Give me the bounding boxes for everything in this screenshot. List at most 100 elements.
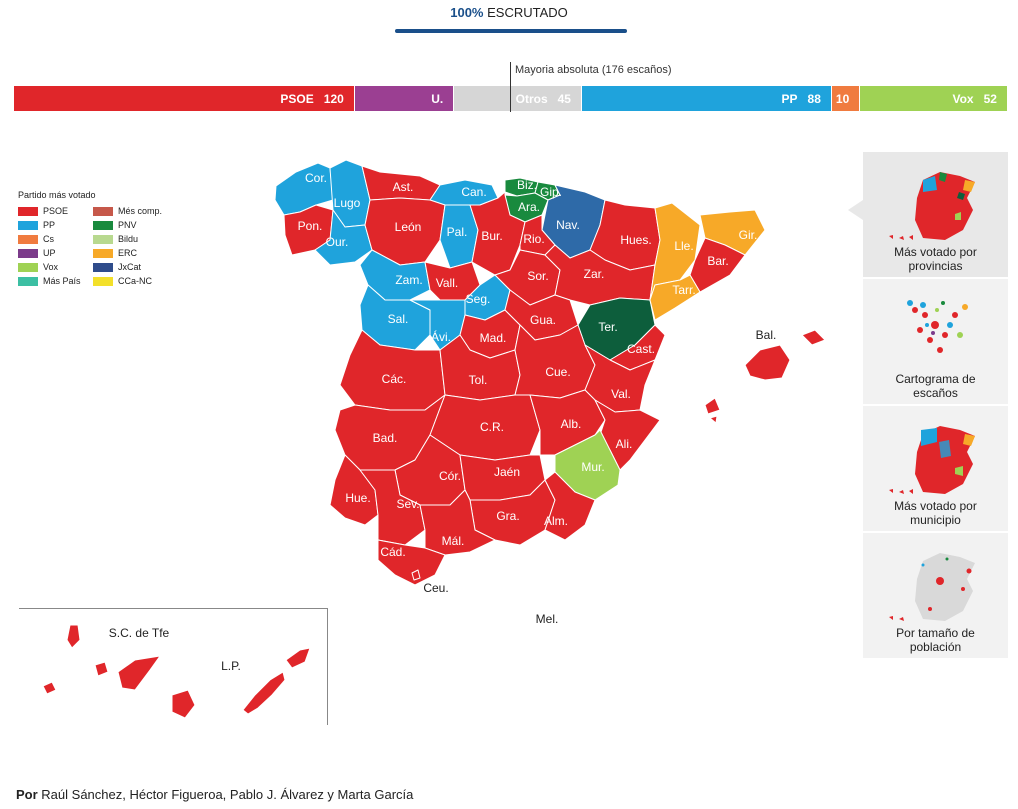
province-cad[interactable] [377, 539, 446, 586]
label-lugo: Lugo [334, 196, 361, 210]
label-pal: Pal. [447, 225, 468, 239]
label-zam: Zam. [395, 273, 422, 287]
legend-label: JxCat [118, 262, 142, 272]
legend-swatch [93, 262, 113, 272]
label-ast: Ast. [393, 180, 414, 194]
seat-segment[interactable]: Vox 52 [860, 86, 1008, 111]
label-gra: Gra. [496, 509, 519, 523]
seat-party-label: Otros [515, 91, 548, 106]
label-cad: Cád. [380, 545, 405, 559]
legend-label: PP [43, 220, 56, 230]
seat-segment[interactable]: 10 [831, 86, 861, 111]
legend-label: ERC [118, 248, 138, 258]
seat-segment[interactable]: PP 88 [581, 86, 832, 111]
label-can: Can. [461, 185, 486, 199]
label-lle: Lle. [674, 239, 693, 253]
canary-lanzarote[interactable] [285, 647, 311, 669]
legend-swatch [93, 234, 113, 244]
province-bar[interactable] [689, 237, 746, 293]
seat-party-label: PP [781, 91, 798, 106]
byline: Por Raúl Sánchez, Héctor Figueroa, Pablo… [16, 787, 413, 802]
canary-islands-frame [19, 608, 328, 725]
label-val: Val. [611, 387, 631, 401]
byline-authors: Raúl Sánchez, Héctor Figueroa, Pablo J. … [41, 787, 414, 802]
label-nav: Nav. [556, 218, 580, 232]
seat-party-label: Vox [952, 91, 974, 106]
legend-label: UP [43, 248, 56, 258]
scrutiny-progress-bar [395, 29, 627, 33]
label-alb: Alb. [561, 417, 582, 431]
label-cor: Cor. [305, 171, 327, 185]
seat-segment[interactable]: Otros 45 [454, 86, 582, 111]
label-sctfe: S.C. de Tfe [109, 626, 170, 640]
canary-fuerteventura[interactable] [242, 671, 286, 715]
label-cast: Cast. [627, 342, 655, 356]
view-option-provinces[interactable]: Más votado por provincias [863, 152, 1008, 277]
legend-grid: PSOE Més comp. PP PNV Cs Bildu UP ERC Vox JxCat Má… [18, 205, 173, 287]
legend-item: CCa-NC [93, 275, 173, 287]
legend-label: PSOE [43, 206, 69, 216]
scrutiny-header: 100% ESCRUTADO [0, 5, 1018, 20]
view-option-cartogram[interactable]: Cartograma de escaños [863, 279, 1008, 404]
legend-item: UP [18, 247, 93, 259]
legend-swatch [93, 206, 113, 216]
legend-item: Vox [18, 261, 93, 273]
legend-swatch [93, 248, 113, 258]
population-thumbnail-icon [889, 553, 975, 621]
majority-label: Mayoria absoluta (176 escaños) [515, 64, 672, 76]
legend-item: JxCat [93, 261, 173, 273]
province-tarr[interactable] [649, 274, 701, 321]
legend-item: Més comp. [93, 205, 173, 217]
municipality-thumbnail-icon [889, 426, 975, 494]
legend-label: Més comp. [118, 206, 163, 216]
byline-prefix: Por [16, 787, 38, 802]
province-alm[interactable] [544, 471, 596, 541]
label-ara: Ara. [518, 200, 540, 214]
canary-gran-canaria[interactable] [171, 689, 196, 719]
province-bal[interactable] [744, 344, 791, 381]
legend-swatch [93, 276, 113, 286]
province-sev[interactable] [359, 469, 426, 546]
seat-segment[interactable]: PSOE 120 [14, 86, 355, 111]
legend-swatch [18, 234, 38, 244]
canary-la-gomera[interactable] [94, 661, 109, 677]
label-gir: Gir. [739, 228, 758, 242]
seat-segment[interactable]: U. [354, 86, 455, 111]
label-ali: Ali. [616, 437, 633, 451]
label-cue: Cue. [545, 365, 570, 379]
label-leon: León [395, 220, 422, 234]
province-bal-ibiza[interactable] [704, 397, 721, 415]
label-gua: Gua. [530, 313, 556, 327]
province-cor[interactable] [274, 162, 334, 216]
province-mal[interactable] [419, 489, 496, 556]
seat-count: 10 [835, 91, 850, 106]
legend-label: PNV [118, 220, 137, 230]
province-bal-formentera[interactable] [709, 415, 718, 424]
scrutiny-label: ESCRUTADO [487, 5, 568, 20]
province-ceu[interactable] [411, 569, 421, 581]
canary-la-palma[interactable] [66, 624, 81, 649]
label-zar: Zar. [584, 267, 605, 281]
province-bal-menorca[interactable] [801, 329, 826, 346]
legend-swatch [93, 220, 113, 230]
province-leon[interactable] [364, 197, 446, 266]
seat-bar: PSOE 120 U. Otros 45 PP 88 10 Vox 52 [14, 86, 1008, 111]
label-mal: Mál. [442, 534, 465, 548]
label-mel: Mel. [536, 612, 559, 626]
view-option-municipality[interactable]: Más votado por municipio [863, 406, 1008, 531]
label-seg: Seg. [466, 292, 491, 306]
label-gip: Gip. [540, 185, 562, 199]
legend-swatch [18, 276, 38, 286]
majority-line [510, 62, 511, 112]
seat-count: 88 [807, 91, 821, 106]
canary-el-hierro[interactable] [42, 681, 57, 695]
label-bur: Bur. [481, 229, 502, 243]
label-cor2: Cór. [439, 469, 461, 483]
legend-item: PNV [93, 219, 173, 231]
view-selector: Más votado por provincias Cartograma de … [863, 152, 1008, 660]
canary-tenerife[interactable] [117, 655, 161, 691]
view-option-label: Por tamaño de población [896, 626, 975, 654]
cartogram-thumbnail-icon [907, 300, 968, 353]
view-option-population[interactable]: Por tamaño de población [863, 533, 1008, 658]
